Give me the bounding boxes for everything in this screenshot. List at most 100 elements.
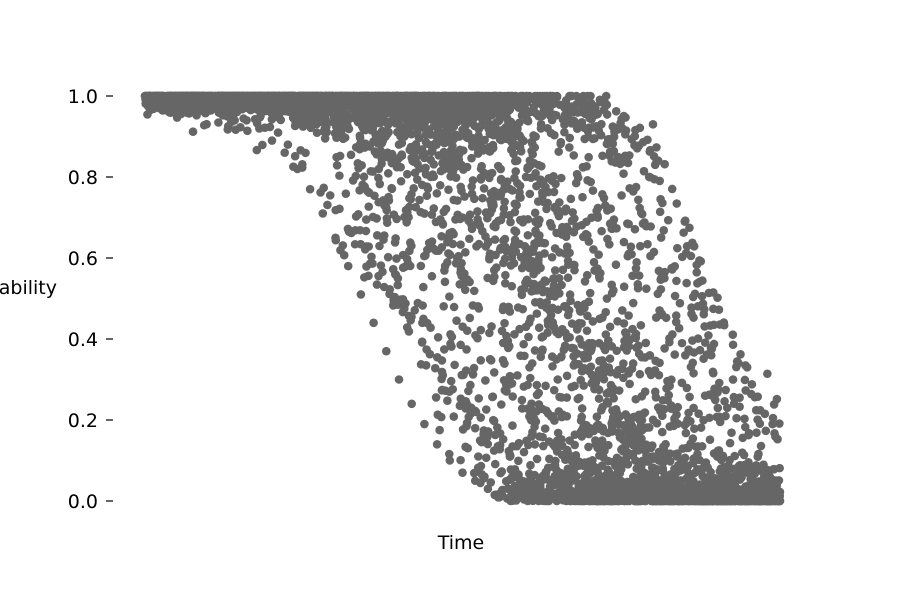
data-point <box>262 101 272 110</box>
data-point <box>490 459 500 469</box>
data-point <box>619 111 629 121</box>
data-point <box>562 333 572 343</box>
data-point <box>588 186 598 195</box>
data-point <box>298 122 308 131</box>
data-point <box>640 408 650 417</box>
data-point <box>753 415 762 424</box>
data-point <box>645 147 655 156</box>
data-point <box>544 174 554 183</box>
data-point <box>440 277 450 287</box>
data-point <box>549 385 559 395</box>
data-point <box>178 105 188 115</box>
data-point <box>460 285 470 295</box>
data-point <box>732 413 741 423</box>
data-point <box>613 467 623 477</box>
data-point <box>290 99 300 109</box>
data-point <box>433 410 443 419</box>
data-point <box>687 303 696 312</box>
data-point <box>649 247 659 257</box>
data-point <box>446 376 456 386</box>
data-point <box>613 317 622 326</box>
data-point <box>446 172 455 181</box>
data-point <box>704 390 714 400</box>
data-point <box>493 161 503 171</box>
data-point <box>487 322 496 331</box>
data-point <box>675 298 685 308</box>
data-point <box>318 115 328 124</box>
data-point <box>635 123 645 133</box>
data-point <box>274 112 284 122</box>
data-point <box>609 215 619 224</box>
data-point <box>709 304 718 314</box>
data-point <box>510 207 520 217</box>
data-point <box>315 108 325 118</box>
data-point <box>469 286 479 296</box>
data-point <box>753 452 763 461</box>
data-point <box>337 111 347 120</box>
data-point <box>582 326 592 336</box>
data-point <box>143 110 152 119</box>
data-point <box>616 433 626 442</box>
data-point <box>696 423 706 432</box>
data-point <box>698 276 707 285</box>
data-point <box>623 219 632 228</box>
data-point <box>741 466 750 475</box>
data-point <box>689 348 699 357</box>
data-point <box>598 151 607 161</box>
data-point <box>530 422 539 432</box>
data-point <box>638 219 648 228</box>
data-point <box>565 290 575 299</box>
data-point <box>458 322 467 331</box>
data-point <box>763 369 772 379</box>
data-point <box>693 449 702 459</box>
data-point <box>705 435 715 445</box>
data-point <box>279 95 289 104</box>
data-point <box>489 368 499 377</box>
data-point <box>320 134 330 143</box>
data-point <box>456 394 466 403</box>
data-point <box>560 103 569 112</box>
data-point <box>453 196 462 205</box>
data-point <box>565 436 574 445</box>
data-point <box>570 381 579 391</box>
data-point <box>544 437 554 446</box>
data-point <box>421 130 431 139</box>
data-point <box>494 216 503 226</box>
data-point <box>500 234 510 244</box>
data-point <box>504 302 513 312</box>
data-point <box>497 326 507 336</box>
data-point <box>557 280 566 290</box>
data-point <box>730 451 740 461</box>
data-point <box>449 412 459 421</box>
data-point <box>507 281 517 291</box>
data-point <box>463 275 472 284</box>
data-point <box>466 403 476 413</box>
data-point <box>332 133 341 143</box>
data-point <box>545 111 555 120</box>
data-point <box>775 463 784 473</box>
data-point <box>538 91 547 101</box>
data-point <box>509 149 518 159</box>
data-point <box>363 110 373 120</box>
data-point <box>537 333 547 342</box>
data-point <box>411 154 420 164</box>
data-point <box>273 128 283 137</box>
data-point <box>748 468 757 477</box>
data-point <box>741 386 750 395</box>
data-point <box>673 243 682 253</box>
data-point <box>722 403 732 413</box>
data-point <box>689 476 698 486</box>
data-point <box>639 166 649 176</box>
data-point <box>258 140 267 150</box>
data-point <box>375 179 385 189</box>
data-point <box>189 105 199 115</box>
data-point <box>445 449 454 459</box>
data-point <box>699 415 708 425</box>
data-point <box>737 448 747 457</box>
data-point <box>756 441 766 451</box>
data-point <box>704 331 713 340</box>
data-point <box>562 112 572 122</box>
data-point <box>594 250 603 259</box>
data-point <box>628 271 637 281</box>
data-point <box>650 387 660 397</box>
